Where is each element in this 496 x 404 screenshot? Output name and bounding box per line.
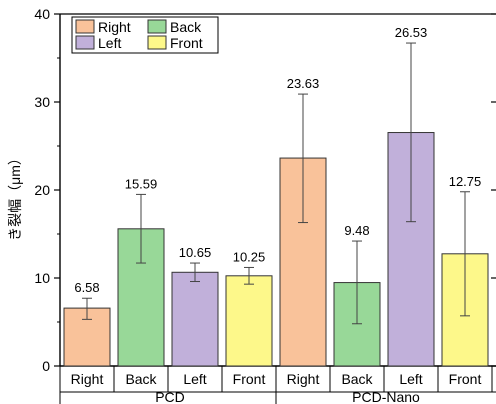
bar (225, 275, 273, 367)
x-tick-label: Left (183, 371, 206, 387)
y-tick-label: 40 (34, 6, 50, 22)
legend-label: Back (170, 19, 202, 35)
legend-label: Front (170, 35, 203, 51)
x-tick-label: Front (449, 371, 482, 387)
x-tick-label: Back (125, 371, 157, 387)
data-label: 12.75 (449, 174, 482, 189)
bar (171, 271, 219, 367)
data-label: 26.53 (395, 25, 428, 40)
y-tick-label: 20 (34, 182, 50, 198)
y-tick-label: 30 (34, 94, 50, 110)
x-tick-label: Front (233, 371, 266, 387)
legend-label: Left (98, 35, 121, 51)
data-label: 23.63 (287, 76, 320, 91)
legend-swatch (147, 35, 167, 50)
legend-swatch (75, 19, 95, 34)
x-tick-label: Back (341, 371, 373, 387)
legend-swatch (75, 35, 95, 50)
x-tick-label: Left (399, 371, 422, 387)
data-label: 15.59 (125, 176, 158, 191)
y-tick-label: 10 (34, 270, 50, 286)
legend-label: Right (98, 19, 131, 35)
legend-box (71, 16, 219, 54)
data-label: 10.25 (233, 249, 266, 264)
data-label: 6.58 (74, 280, 99, 295)
x-tick-label: Right (71, 371, 104, 387)
legend: Right Back Left Front (71, 16, 219, 54)
y-tick-label: 0 (42, 358, 50, 374)
legend-swatch (147, 19, 167, 34)
x-tick-label: Right (287, 371, 320, 387)
y-axis-label: き裂幅（μm） (7, 151, 23, 241)
group-label: PCD (155, 389, 185, 404)
plot-area: 0 10 20 30 40 6.58 Right 15.59 Back 10.65 Left 10.2… (34, 6, 496, 404)
data-label: 10.65 (179, 245, 212, 260)
group-label: PCD-Nano (352, 389, 420, 404)
data-label: 9.48 (344, 223, 369, 238)
